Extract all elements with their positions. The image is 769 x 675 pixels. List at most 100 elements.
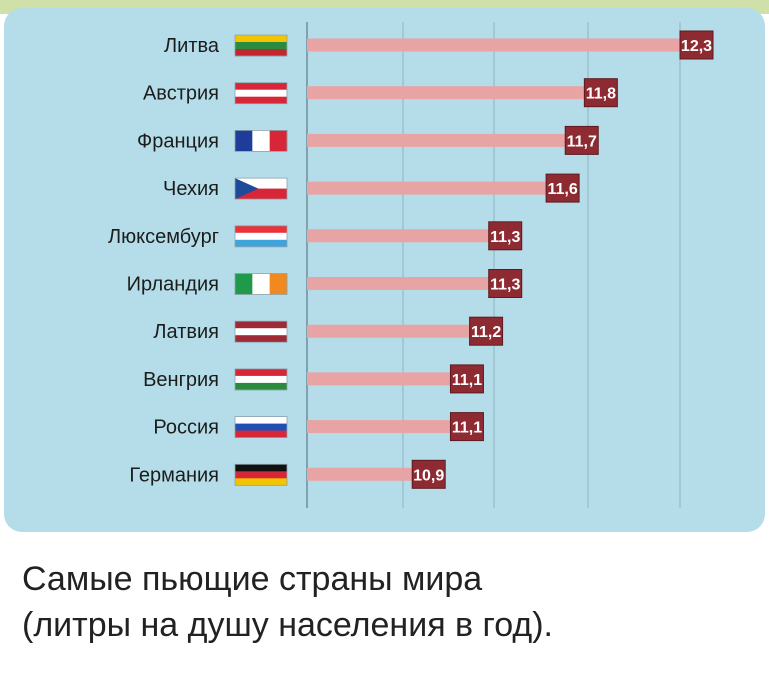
category-label: Австрия	[143, 83, 219, 105]
bar	[307, 372, 451, 386]
value-label: 12,3	[681, 38, 712, 55]
flag-stripe	[235, 273, 253, 295]
value-label: 11,1	[452, 420, 482, 437]
value-label: 11,2	[471, 324, 501, 341]
lithuania-flag-icon	[234, 34, 288, 57]
hungary-flag-icon	[234, 368, 288, 391]
bar-row: Россия 11,1	[153, 412, 484, 442]
category-label: Венгрия	[143, 369, 219, 391]
flag-stripe	[235, 35, 287, 43]
flag-stripe	[269, 273, 288, 295]
flag-border	[234, 368, 288, 391]
category-label: Чехия	[163, 178, 219, 200]
value-label: 11,3	[490, 229, 520, 246]
flag-border	[234, 273, 288, 295]
flag-stripe	[235, 464, 287, 472]
bar-row: Люксембург 11,3	[108, 221, 523, 251]
value-label-box	[449, 364, 484, 394]
value-label-box	[545, 173, 580, 203]
flag-stripe	[252, 130, 270, 152]
value-label-box	[679, 30, 714, 60]
flag-stripe	[235, 423, 287, 431]
value-label: 11,3	[490, 277, 520, 294]
value-label: 11,6	[547, 181, 577, 198]
flag-stripe	[269, 130, 288, 152]
bar-chart: Литва 12,3 Австрия 11,8 Франция 11,7 Чехия 11,6…	[108, 22, 714, 508]
category-label: Россия	[153, 417, 219, 439]
flag-stripe	[235, 478, 287, 486]
value-label-box	[564, 125, 599, 155]
flag-stripe	[235, 471, 287, 479]
category-label: Литва	[164, 35, 220, 57]
bar	[307, 277, 489, 290]
czech-flag-icon	[234, 177, 288, 200]
category-label: Ирландия	[127, 274, 219, 296]
germany-flag-icon	[234, 463, 288, 486]
luxembourg-flag-icon	[234, 225, 288, 248]
flag-triangle	[235, 178, 259, 200]
bar-row: Чехия 11,6	[163, 173, 580, 203]
bar-row: Германия 10,9	[129, 459, 446, 489]
caption-line-2: (литры на душу населения в год).	[22, 606, 553, 644]
flag-stripe	[235, 49, 287, 57]
value-label-box	[488, 221, 523, 251]
category-label: Германия	[129, 464, 219, 486]
flag-stripe	[252, 273, 270, 295]
bar	[307, 467, 413, 481]
france-flag-icon	[234, 130, 288, 152]
value-label: 11,7	[567, 133, 597, 150]
flag-stripe	[235, 328, 287, 336]
category-label: Франция	[137, 130, 219, 152]
value-label: 11,1	[452, 372, 482, 389]
bar	[307, 133, 566, 147]
caption-line-1: Самые пьющие страны мира	[22, 560, 483, 598]
flag-stripe	[235, 368, 287, 377]
flag-stripe	[235, 382, 287, 391]
value-label-box	[469, 316, 504, 346]
flag-stripe	[235, 89, 287, 97]
flag-border	[234, 130, 288, 152]
bar-row: Австрия 11,8	[143, 78, 618, 108]
flag-stripe	[235, 239, 287, 248]
bar	[307, 229, 489, 243]
value-label-box	[411, 459, 446, 489]
value-label: 10,9	[413, 467, 444, 484]
flag-border	[234, 463, 288, 486]
bar	[307, 420, 451, 434]
latvia-flag-icon	[234, 320, 288, 343]
value-label: 11,8	[586, 86, 616, 103]
flag-border	[234, 82, 288, 105]
chart-caption: Самые пьющие страны мира (литры на душу …	[22, 556, 762, 648]
value-label-box	[449, 412, 484, 442]
category-label: Люксембург	[108, 226, 219, 248]
flag-stripe	[235, 96, 287, 104]
bar-row: Латвия 11,2	[153, 316, 504, 346]
flag-border	[234, 416, 288, 439]
russia-flag-icon	[234, 416, 288, 439]
bar-row: Литва 12,3	[164, 30, 714, 60]
bar-row: Венгрия 11,1	[143, 364, 484, 394]
austria-flag-icon	[234, 82, 288, 105]
ireland-flag-icon	[234, 273, 288, 295]
flag-stripe	[235, 42, 287, 50]
flag-stripe	[235, 321, 287, 329]
value-label-box	[583, 78, 618, 108]
bar	[307, 324, 470, 338]
chart-card: Литва 12,3 Австрия 11,8 Франция 11,7 Чехия 11,6…	[4, 8, 765, 532]
flag-border	[234, 320, 288, 343]
flag-stripe	[235, 130, 253, 152]
value-label-box	[488, 269, 523, 298]
flag-stripe	[235, 416, 287, 424]
flag-stripe	[235, 430, 287, 438]
flag-stripe	[235, 178, 287, 189]
bar	[307, 181, 547, 195]
bar	[307, 38, 680, 52]
flag-stripe	[235, 82, 287, 90]
flag-stripe	[235, 375, 287, 384]
flag-stripe	[235, 335, 287, 343]
bar-row: Франция 11,7	[137, 125, 599, 155]
flag-border	[234, 225, 288, 248]
flag-border	[234, 177, 288, 200]
flag-stripe	[235, 225, 287, 234]
bar-row: Ирландия 11,3	[127, 269, 523, 298]
